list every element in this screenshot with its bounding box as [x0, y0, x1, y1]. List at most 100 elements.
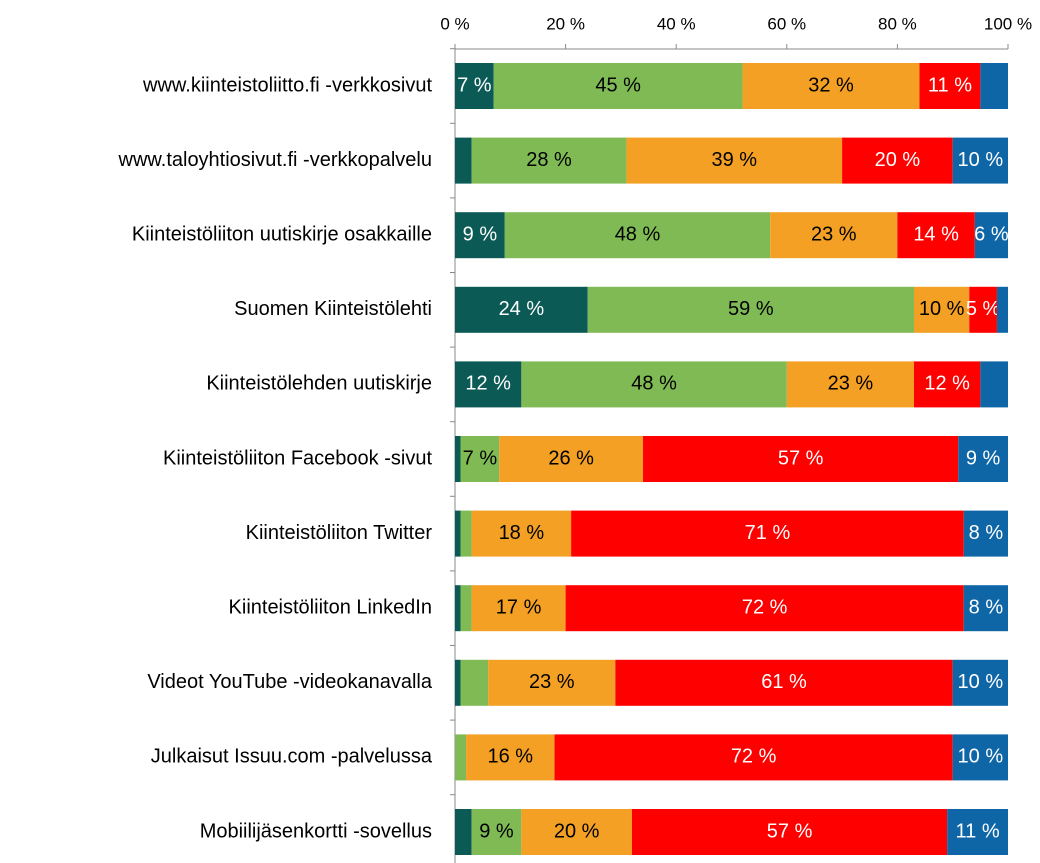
value-label: 48 % [615, 223, 661, 245]
value-label: 17 % [496, 596, 542, 618]
value-label: 8 % [969, 522, 1004, 544]
bar-segment [786, 361, 914, 408]
bar-segment [571, 510, 964, 557]
bar-segment [913, 361, 981, 408]
bar-segment [913, 286, 970, 333]
bar-segment [455, 510, 461, 557]
x-tick-label: 80 % [878, 14, 917, 33]
x-tick-label: 40 % [657, 14, 696, 33]
value-label: 11 % [956, 820, 1000, 842]
bar-segment [455, 734, 467, 781]
bar-segment [455, 659, 461, 706]
bar-segment [770, 212, 898, 259]
bar-segment [460, 659, 489, 706]
bar-segment [471, 137, 627, 184]
bar-segment [963, 585, 1008, 632]
bar-segment [499, 436, 644, 482]
value-label: 6 % [974, 223, 1009, 245]
category-label: Videot YouTube -videokanavalla [147, 671, 433, 693]
value-label: 57 % [778, 447, 824, 469]
category-label: Julkaisut Issuu.com -palvelussa [151, 746, 433, 768]
bar-segment [466, 734, 555, 781]
value-label: 32 % [808, 74, 854, 96]
bar-segment [974, 212, 1008, 259]
bar-segment [471, 585, 566, 632]
value-label: 24 % [499, 298, 545, 320]
value-label: 12 % [924, 373, 970, 395]
value-label: 72 % [742, 596, 788, 618]
bar-segment [615, 659, 953, 706]
value-label: 61 % [761, 671, 807, 693]
bar-segment [521, 809, 632, 855]
bar-segment [980, 63, 1008, 109]
value-label: 23 % [811, 223, 857, 245]
category-label: www.kiinteistoliitto.fi -verkkosivut [142, 74, 432, 96]
category-label: Suomen Kiinteistölehti [234, 298, 432, 320]
value-label: 28 % [526, 149, 572, 171]
bar-segment [963, 510, 1008, 557]
bar-segment [455, 361, 522, 408]
value-label: 20 % [875, 149, 921, 171]
value-label: 45 % [595, 74, 641, 96]
bar-segment [565, 585, 964, 632]
bar-segment [460, 510, 472, 557]
bar-segment [996, 286, 1008, 333]
bar-segment [952, 137, 1008, 184]
bar-segment [455, 63, 494, 109]
category-label: Kiinteistöliiton Facebook -sivut [163, 447, 432, 469]
bar-segment [493, 63, 743, 109]
value-label: 9 % [479, 820, 514, 842]
value-label: 26 % [548, 447, 594, 469]
bar-segment [969, 286, 997, 333]
bar-segment [504, 212, 771, 259]
value-label: 71 % [745, 522, 791, 544]
bar-segment [455, 436, 461, 482]
category-label: Kiinteistölehden uutiskirje [206, 373, 432, 395]
bar-segment [952, 659, 1008, 706]
bar-segment [455, 212, 505, 259]
value-label: 10 % [958, 746, 1004, 768]
bar-segment [471, 510, 572, 557]
category-label: Kiinteistöliiton uutiskirje osakkaille [132, 223, 432, 245]
bar-segment [952, 734, 1008, 781]
value-label: 9 % [463, 223, 498, 245]
bar-segment [980, 361, 1008, 408]
value-label: 72 % [731, 746, 777, 768]
value-label: 18 % [499, 522, 545, 544]
category-label: Kiinteistöliiton Twitter [246, 522, 433, 544]
value-label: 9 % [966, 447, 1001, 469]
value-label: 23 % [828, 373, 874, 395]
value-label: 14 % [913, 223, 959, 245]
bar-segment [842, 137, 953, 184]
bar-segment [471, 809, 522, 855]
bar-segment [455, 585, 461, 632]
value-label: 10 % [958, 671, 1004, 693]
value-label: 20 % [554, 820, 600, 842]
value-label: 11 % [928, 74, 972, 96]
bar-segment [587, 286, 914, 333]
value-label: 59 % [728, 298, 774, 320]
bar-segment [643, 436, 959, 482]
bar-segment [455, 137, 472, 184]
bar-segment [460, 585, 472, 632]
value-label: 5 % [966, 298, 1001, 320]
bar-segment [958, 436, 1008, 482]
bar-segment [897, 212, 975, 259]
value-label: 48 % [631, 373, 677, 395]
value-label: 23 % [529, 671, 575, 693]
value-label: 16 % [488, 746, 534, 768]
value-label: 57 % [767, 820, 813, 842]
bar-segment [742, 63, 920, 109]
value-label: 7 % [457, 74, 492, 96]
x-tick-label: 20 % [546, 14, 585, 33]
value-label: 7 % [463, 447, 498, 469]
category-label: Kiinteistöliiton LinkedIn [229, 596, 432, 618]
value-label: 10 % [958, 149, 1004, 171]
bar-segment [521, 361, 787, 408]
bar-segment [488, 659, 616, 706]
value-label: 8 % [969, 596, 1004, 618]
x-tick-label: 0 % [440, 14, 469, 33]
x-tick-label: 60 % [767, 14, 806, 33]
bar-segment [455, 809, 472, 855]
